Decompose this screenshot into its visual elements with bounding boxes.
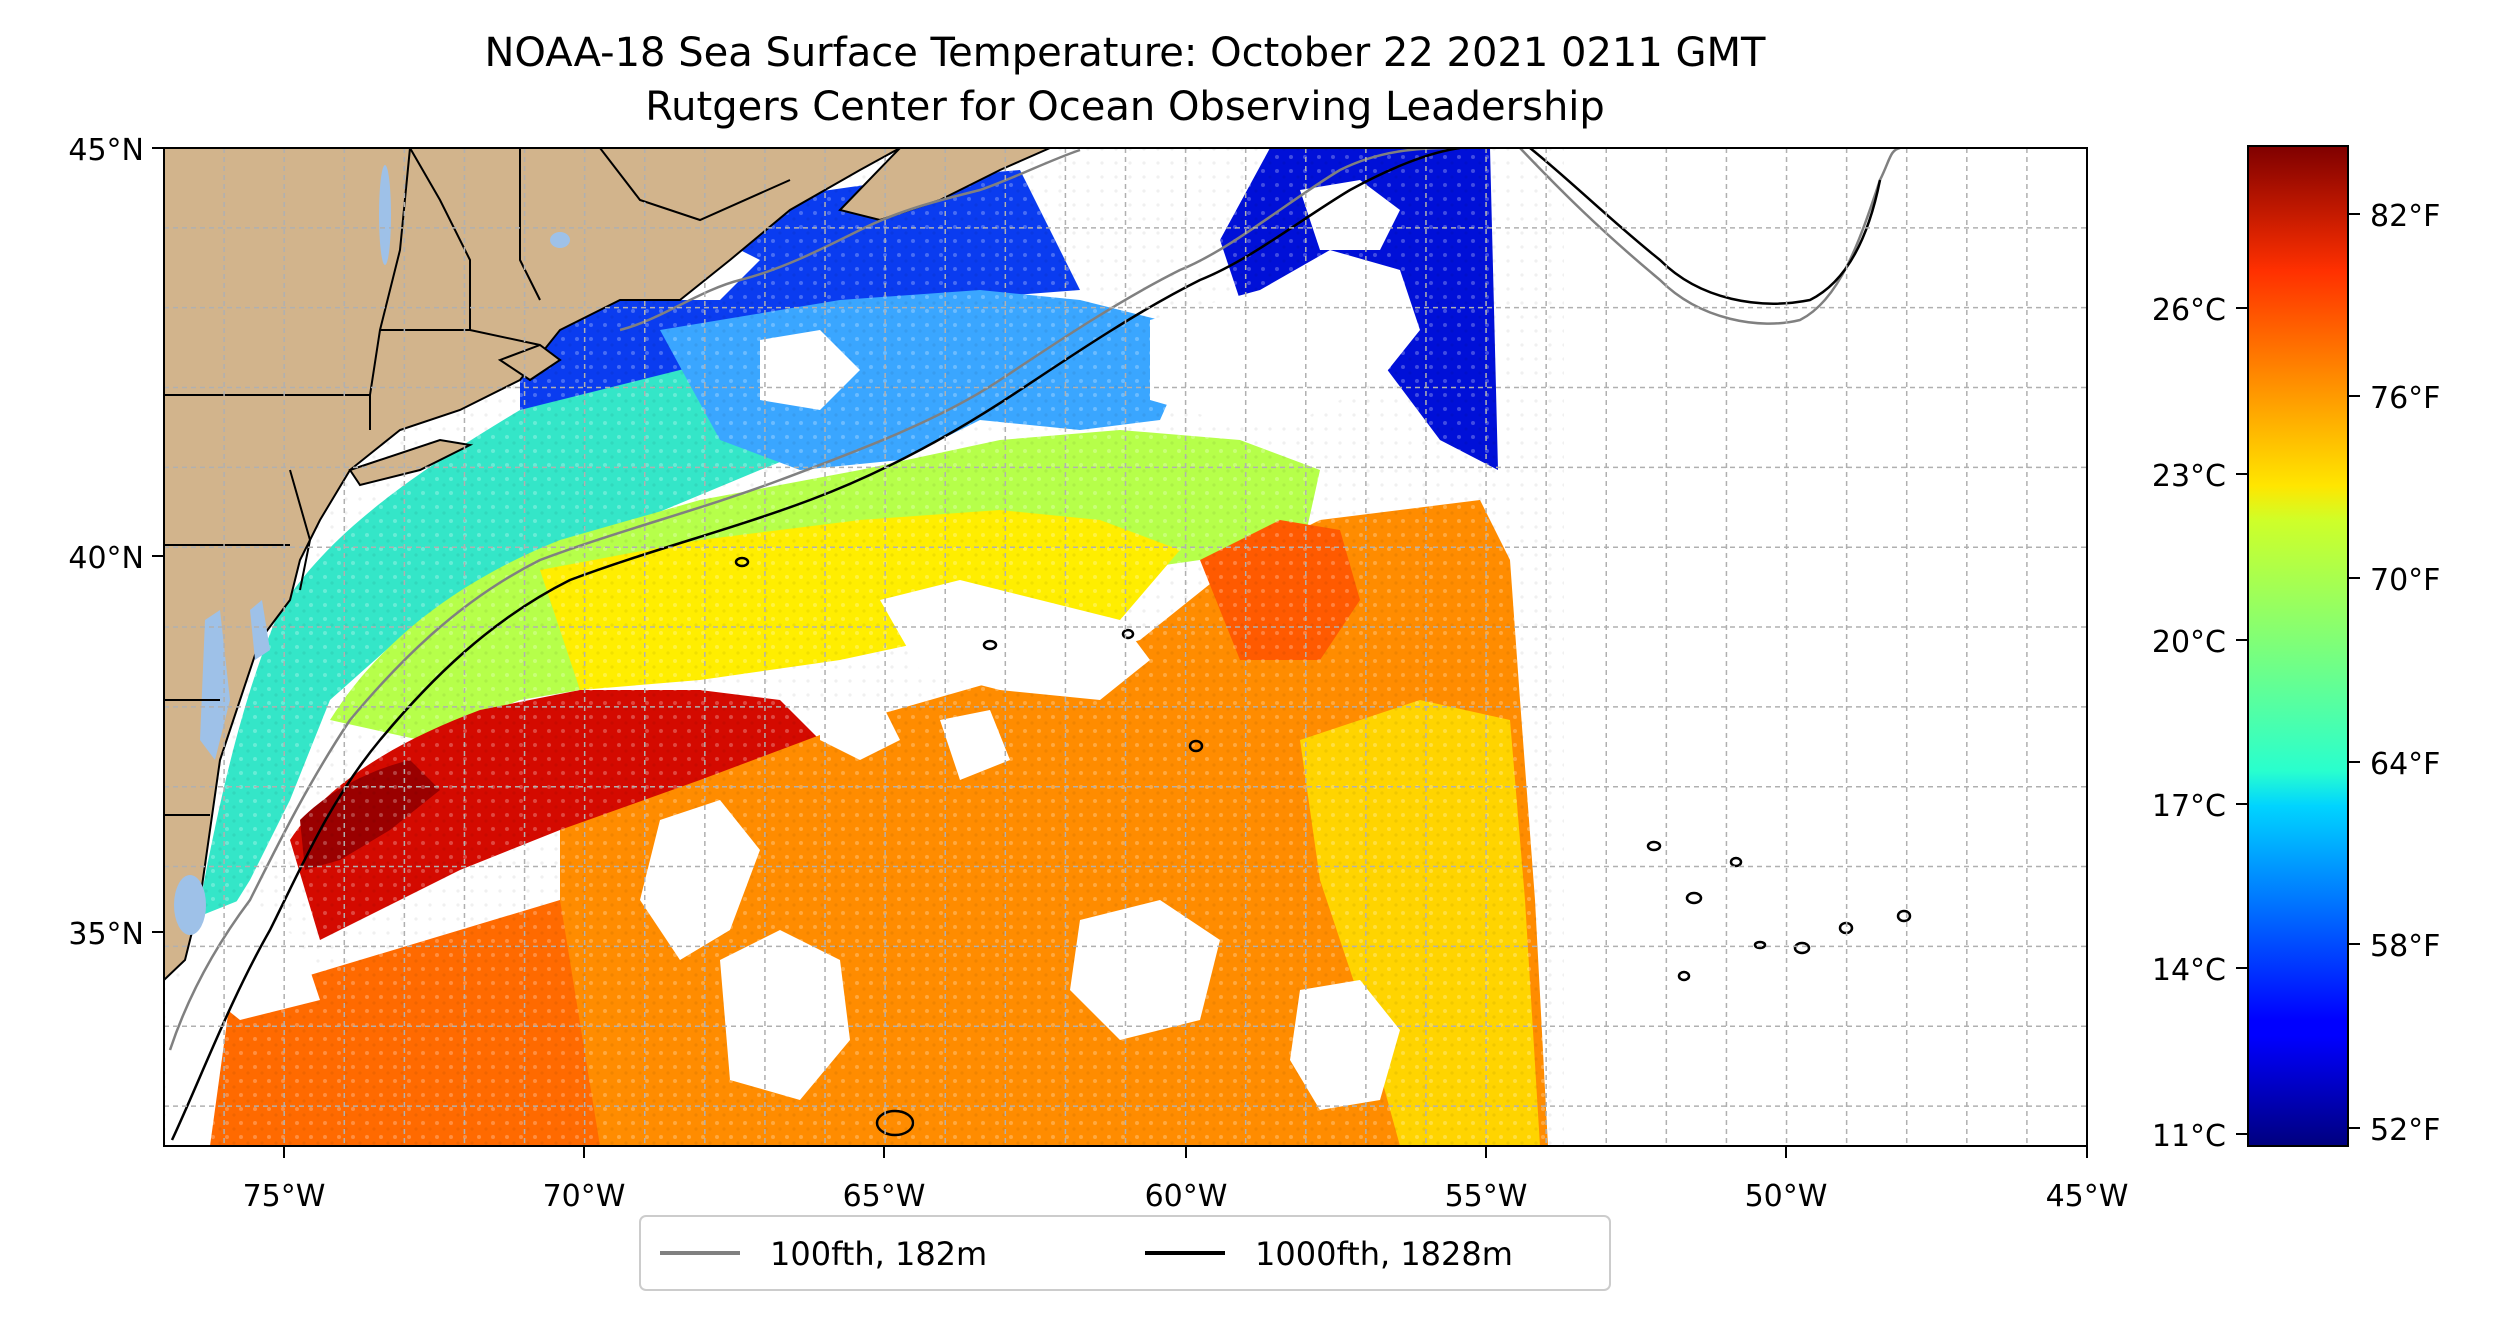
y-tick-2: 40°N (68, 541, 164, 576)
colorbar-celsius-tick: 17°C (2152, 789, 2226, 824)
colorbar-fahrenheit-tick: 70°F (2370, 563, 2440, 598)
contour-1000fth-slope (170, 148, 1461, 1141)
legend-label-1000fth: 1000fth, 1828m (1255, 1235, 1513, 1273)
lake-champlain (379, 165, 391, 265)
x-tick-5: 55°W (1445, 1146, 1528, 1214)
contour-100fth-gom (619, 148, 1081, 332)
colorbar-gradient (2247, 145, 2349, 1147)
inland-water (174, 165, 570, 935)
seamount-3 (1121, 628, 1135, 640)
cloud-gap-north-3 (1300, 180, 1400, 250)
legend-item-100fth: 100fth, 182m (660, 1235, 987, 1273)
y-tick-label: 45°N (68, 133, 144, 168)
pamlico-sound (174, 875, 206, 935)
y-tick-label: 35°N (68, 917, 144, 952)
seamount-5 (1646, 840, 1662, 852)
lake-winnipesaukee (550, 232, 570, 248)
legend-item-1000fth: 1000fth, 1828m (1145, 1235, 1513, 1273)
colorbar-left-axis: 26°C 23°C 20°C 17°C 14°C 11°C (2152, 293, 2248, 1154)
colorbar-fahrenheit-tick: 58°F (2370, 929, 2440, 964)
x-tick-4: 60°W (1145, 1146, 1228, 1214)
y-tick-label: 40°N (68, 541, 144, 576)
border-nj (289, 469, 312, 591)
border-ma (380, 329, 541, 346)
cloud-gap-south-4 (1070, 900, 1220, 1040)
map-subtitle: Rutgers Center for Ocean Observing Leade… (645, 84, 1605, 130)
cloud-gap-north-2 (760, 330, 860, 410)
seamount-1 (734, 556, 750, 568)
colorbar-celsius-tick: 14°C (2152, 953, 2226, 988)
gridlines (164, 148, 2087, 1146)
border-canada (599, 148, 791, 222)
map-panel (164, 148, 2087, 1146)
x-tick-7: 45°W (2046, 1146, 2129, 1214)
cloud-gaps (170, 180, 1420, 1146)
colorbar-celsius-tick: 23°C (2152, 459, 2226, 494)
colorbar-celsius-tick: 11°C (2152, 1119, 2226, 1154)
contour-1000fth-grand-banks (1529, 148, 1882, 305)
x-tick-label: 65°W (843, 1179, 926, 1214)
seamount-7 (1729, 856, 1743, 868)
x-tick-1: 75°W (243, 1146, 326, 1214)
x-tick-label: 55°W (1445, 1179, 1528, 1214)
border-vt-nh (409, 148, 471, 330)
colorbar-celsius-tick: 26°C (2152, 293, 2226, 328)
seamount-8 (1793, 941, 1811, 955)
border-nh-me (519, 148, 541, 301)
colorbar-celsius-tick: 20°C (2152, 625, 2226, 660)
x-tick-label: 70°W (543, 1179, 626, 1214)
x-axis: 75°W 70°W 65°W 60°W 55°W 50°W 45°W (243, 1146, 2129, 1214)
colorbar: 26°C 23°C 20°C 17°C 14°C 11°C 82°F 76°F … (2152, 145, 2440, 1154)
cloud-gap-gs-1 (820, 700, 900, 760)
colorbar-right-axis: 82°F 76°F 70°F 64°F 58°F 52°F (2348, 199, 2440, 1148)
cloud-gap-east (1150, 250, 1420, 420)
x-tick-2: 70°W (543, 1146, 626, 1214)
bermuda-rise (875, 1109, 915, 1137)
y-tick-1: 45°N (68, 133, 164, 168)
x-tick-6: 50°W (1745, 1146, 1828, 1214)
y-tick-3: 35°N (68, 917, 164, 952)
land-long-island (348, 438, 474, 487)
seamount-10 (1896, 909, 1912, 923)
bathymetry-1000fth (170, 148, 1912, 1141)
map-title: NOAA-18 Sea Surface Temperature: October… (485, 30, 1767, 76)
chesapeake-bay (200, 610, 230, 760)
colorbar-fahrenheit-tick: 76°F (2370, 381, 2440, 416)
border-ny-vt (369, 148, 411, 396)
map-frame (163, 147, 2088, 1147)
legend: 100fth, 182m 1000fth, 1828m (639, 1215, 1611, 1291)
delaware-bay (250, 600, 270, 660)
political-borders (164, 148, 791, 816)
seamount-11 (1677, 970, 1691, 982)
colorbar-fahrenheit-tick: 82°F (2370, 199, 2440, 234)
x-tick-label: 50°W (1745, 1179, 1828, 1214)
cloud-gap-west (170, 960, 230, 1146)
cloud-gap-center (880, 580, 1150, 700)
x-tick-3: 65°W (843, 1146, 926, 1214)
cloud-gap-south-1 (640, 800, 760, 960)
x-tick-label: 60°W (1145, 1179, 1228, 1214)
colorbar-fahrenheit-tick: 52°F (2370, 1113, 2440, 1148)
x-tick-label: 75°W (243, 1179, 326, 1214)
seamount-2 (982, 639, 998, 651)
legend-box (639, 1215, 1611, 1291)
cloud-gap-gs-2 (940, 710, 1010, 780)
seamount-4 (1188, 739, 1204, 753)
x-tick-label: 45°W (2046, 1179, 2129, 1214)
seamount-6 (1685, 891, 1703, 905)
land-cape-cod (497, 343, 562, 382)
legend-label-100fth: 100fth, 182m (770, 1235, 987, 1273)
seamount-12 (1753, 940, 1767, 950)
cloud-gap-south-2 (720, 930, 850, 1100)
colorbar-fahrenheit-tick: 64°F (2370, 747, 2440, 782)
contour-100fth-grand-banks (1519, 148, 1901, 325)
cloud-gap-south-5 (1290, 980, 1400, 1110)
y-axis: 45°N 40°N 35°N (68, 133, 164, 952)
